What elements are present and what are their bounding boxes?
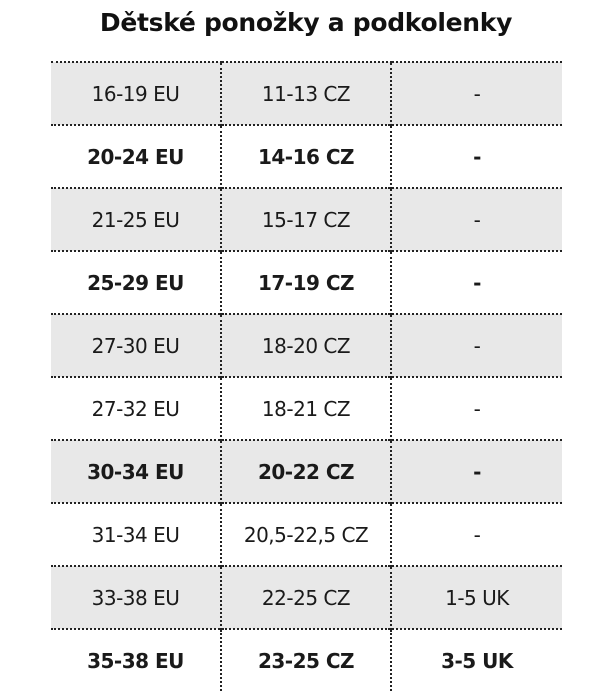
table-row: 27-32 EU 18-21 CZ - [51,376,562,440]
table-row: 27-30 EU 18-20 CZ - [51,313,562,377]
size-eu-cell: 31-34 EU [51,502,221,566]
table-row: 20-24 EU 14-16 CZ - [51,124,562,188]
size-cz-cell: 17-19 CZ [220,250,391,314]
size-eu-cell: 33-38 EU [51,565,221,629]
size-cz-cell: 18-21 CZ [220,376,391,440]
size-uk-cell: - [390,187,562,251]
size-cz-cell: 23-25 CZ [220,628,391,691]
size-uk-cell: - [390,439,562,503]
size-uk-cell: - [390,502,562,566]
size-eu-cell: 20-24 EU [51,124,221,188]
size-eu-cell: 21-25 EU [51,187,221,251]
table-row: 25-29 EU 17-19 CZ - [51,250,562,314]
size-cz-cell: 18-20 CZ [220,313,391,377]
size-table: 16-19 EU 11-13 CZ -20-24 EU 14-16 CZ -21-25 … [51,61,562,691]
table-row: 31-34 EU 20,5-22,5 CZ - [51,502,562,566]
size-uk-cell: - [390,313,562,377]
size-eu-cell: 16-19 EU [51,61,221,125]
table-row: 30-34 EU 20-22 CZ - [51,439,562,503]
table-row: 33-38 EU 22-25 CZ 1-5 UK [51,565,562,629]
size-cz-cell: 20,5-22,5 CZ [220,502,391,566]
size-eu-cell: 27-30 EU [51,313,221,377]
size-cz-cell: 22-25 CZ [220,565,391,629]
table-row: 16-19 EU 11-13 CZ - [51,61,562,125]
size-cz-cell: 20-22 CZ [220,439,391,503]
table-row: 21-25 EU 15-17 CZ - [51,187,562,251]
size-cz-cell: 11-13 CZ [220,61,391,125]
size-eu-cell: 35-38 EU [51,628,221,691]
size-cz-cell: 15-17 CZ [220,187,391,251]
size-eu-cell: 30-34 EU [51,439,221,503]
size-eu-cell: 25-29 EU [51,250,221,314]
size-uk-cell: - [390,376,562,440]
page-title: Dětské ponožky a podkolenky [99,8,513,37]
size-uk-cell: - [390,250,562,314]
table-row: 35-38 EU 23-25 CZ 3-5 UK [51,628,562,691]
size-uk-cell: 1-5 UK [390,565,562,629]
size-uk-cell: 3-5 UK [390,628,562,691]
size-uk-cell: - [390,61,562,125]
size-uk-cell: - [390,124,562,188]
size-eu-cell: 27-32 EU [51,376,221,440]
size-cz-cell: 14-16 CZ [220,124,391,188]
